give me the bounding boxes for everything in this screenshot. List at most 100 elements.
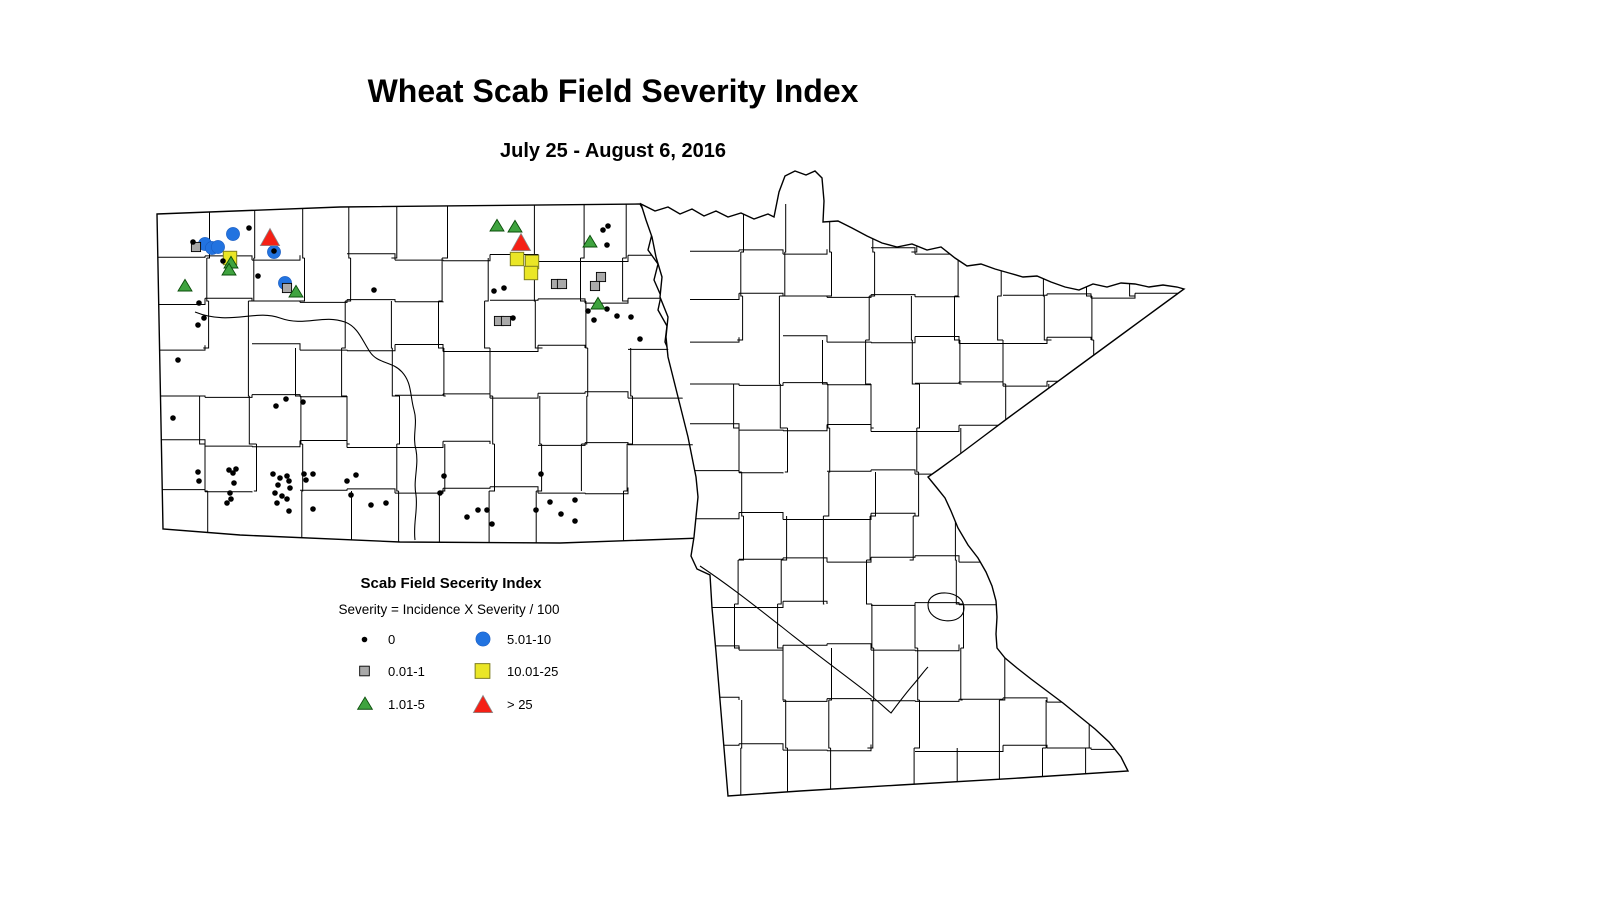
marker-green-triangle	[582, 234, 598, 248]
gray-square-icon	[359, 665, 370, 677]
marker-black-dot	[231, 480, 237, 486]
marker-black-dot	[274, 500, 280, 506]
marker-black-dot	[475, 507, 481, 513]
marker-black-dot	[600, 227, 606, 233]
marker-green-triangle	[288, 284, 304, 298]
marker-black-dot	[344, 478, 350, 484]
marker-blue-circle	[211, 240, 225, 254]
missouri-river-line	[194, 311, 418, 541]
marker-blue-circle	[226, 227, 240, 241]
marker-black-dot	[437, 490, 443, 496]
marker-black-dot	[255, 273, 261, 279]
legend: Scab Field Secerity Index Severity = Inc…	[339, 575, 560, 713]
legend-item-2: 1.01-5	[356, 696, 425, 712]
chart-subtitle: July 25 - August 6, 2016	[500, 140, 726, 162]
legend-item-4: 10.01-25	[474, 663, 558, 679]
marker-black-dot	[604, 242, 610, 248]
marker-black-dot	[310, 471, 316, 477]
marker-black-dot	[196, 478, 202, 484]
marker-black-dot	[273, 403, 279, 409]
marker-black-dot	[628, 314, 634, 320]
marker-gray-square	[500, 315, 512, 327]
legend-label: 1.01-5	[388, 697, 425, 712]
marker-black-dot	[270, 471, 276, 477]
marker-green-triangle	[590, 296, 606, 310]
yellow-square-icon	[474, 663, 491, 679]
chart-title: Wheat Scab Field Severity Index	[368, 73, 859, 109]
marker-black-dot	[300, 399, 306, 405]
marker-black-dot	[246, 225, 252, 231]
marker-blue-circle	[475, 631, 491, 647]
marker-black-dot	[284, 496, 290, 502]
marker-black-dot	[510, 315, 516, 321]
marker-black-dot	[170, 415, 176, 421]
red-triangle-icon	[472, 694, 494, 713]
marker-black-dot	[591, 317, 597, 323]
legend-formula: Severity = Incidence X Severity / 100	[339, 602, 560, 617]
marker-black-dot	[489, 521, 495, 527]
marker-black-dot	[533, 507, 539, 513]
marker-black-dot	[310, 506, 316, 512]
legend-item-3: 5.01-10	[475, 631, 551, 647]
marker-black-dot	[286, 478, 292, 484]
marker-black-dot	[275, 482, 281, 488]
marker-green-triangle	[356, 696, 374, 710]
marker-black-dot	[195, 469, 201, 475]
black-dot-icon	[361, 636, 368, 643]
marker-black-dot	[201, 315, 207, 321]
marker-black-dot	[226, 467, 232, 473]
green-triangle-icon	[356, 696, 374, 710]
marker-gray-square	[281, 282, 293, 294]
marker-black-dot	[233, 466, 239, 472]
legend-title: Scab Field Secerity Index	[361, 575, 543, 592]
marker-black-dot	[230, 470, 236, 476]
marker-green-triangle	[489, 218, 505, 232]
marker-gray-square	[595, 271, 607, 283]
marker-black-dot	[464, 514, 470, 520]
marker-black-dot	[279, 493, 285, 499]
marker-gray-square	[190, 241, 202, 253]
marker-black-dot	[348, 492, 354, 498]
marker-black-dot	[491, 288, 497, 294]
legend-label: 5.01-10	[507, 632, 551, 647]
marker-black-dot	[604, 306, 610, 312]
marker-yellow-square	[474, 663, 491, 679]
marker-black-dot	[484, 507, 490, 513]
marker-black-dot	[361, 636, 368, 643]
marker-black-dot	[572, 497, 578, 503]
marker-red-triangle	[510, 232, 532, 252]
marker-yellow-square	[523, 265, 539, 281]
marker-black-dot	[605, 223, 611, 229]
marker-black-dot	[547, 499, 553, 505]
marker-black-dot	[224, 500, 230, 506]
marker-gray-square	[589, 280, 601, 292]
marker-black-dot	[637, 336, 643, 342]
marker-red-triangle	[259, 227, 281, 247]
marker-black-dot	[195, 322, 201, 328]
marker-black-dot	[371, 287, 377, 293]
legend-item-5: > 25	[472, 694, 533, 713]
marker-black-dot	[175, 357, 181, 363]
marker-black-dot	[614, 313, 620, 319]
marker-black-dot	[572, 518, 578, 524]
marker-black-dot	[228, 496, 234, 502]
blue-circle-icon	[475, 631, 491, 647]
legend-label: 0.01-1	[388, 664, 425, 679]
marker-black-dot	[277, 475, 283, 481]
marker-black-dot	[301, 471, 307, 477]
minnesota-outline	[639, 170, 1186, 797]
marker-black-dot	[585, 308, 591, 314]
legend-item-1: 0.01-1	[359, 664, 425, 679]
marker-black-dot	[383, 500, 389, 506]
legend-label: > 25	[507, 697, 533, 712]
marker-black-dot	[538, 471, 544, 477]
legend-label: 10.01-25	[507, 664, 558, 679]
marker-black-dot	[286, 508, 292, 514]
marker-black-dot	[501, 285, 507, 291]
map	[156, 170, 1186, 797]
marker-gray-square	[556, 278, 568, 290]
marker-black-dot	[227, 490, 233, 496]
marker-black-dot	[196, 300, 202, 306]
marker-green-triangle	[177, 278, 193, 292]
marker-black-dot	[368, 502, 374, 508]
